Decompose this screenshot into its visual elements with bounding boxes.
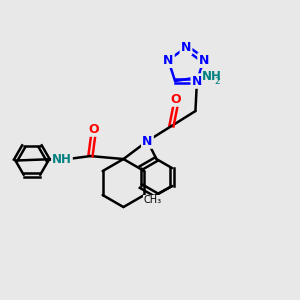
Text: O: O [171, 92, 181, 106]
Text: NH: NH [202, 70, 222, 83]
Text: 2: 2 [215, 76, 220, 85]
Text: N: N [199, 54, 209, 67]
Text: N: N [181, 41, 191, 54]
Text: NH: NH [52, 152, 72, 166]
Text: N: N [163, 54, 173, 67]
Text: CH₃: CH₃ [143, 195, 162, 206]
Text: N: N [142, 134, 153, 148]
Text: N: N [192, 74, 202, 88]
Text: O: O [88, 122, 99, 136]
